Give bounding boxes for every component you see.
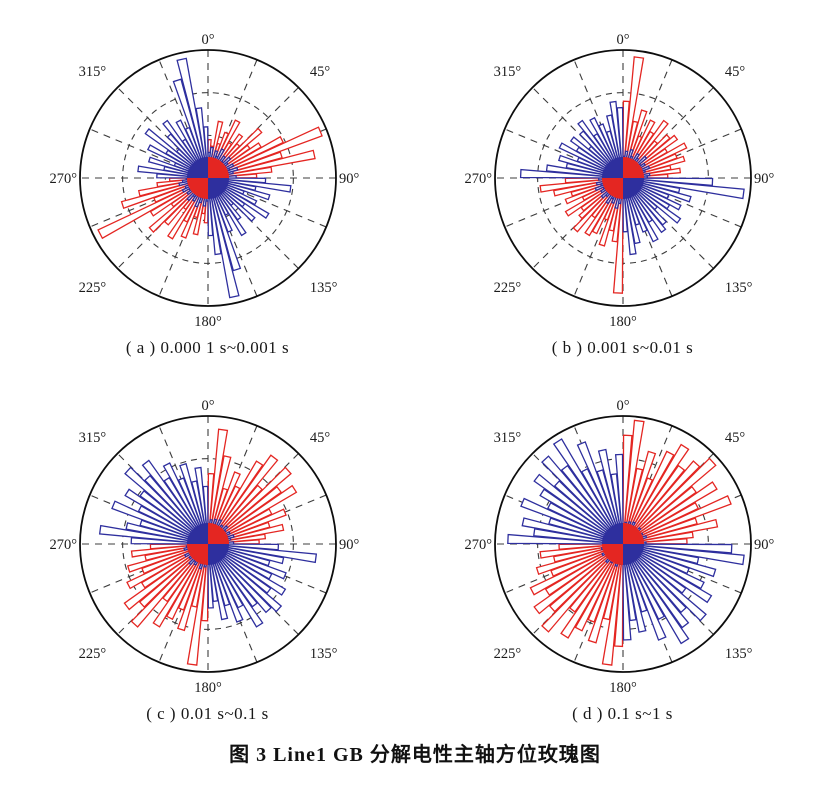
angle-label-180deg: 180° (609, 314, 637, 330)
subplot-b-caption: ( b ) 0.001 s~0.01 s (551, 338, 694, 357)
outer-circle-axis (78, 49, 337, 307)
center-density-blobs (186, 156, 229, 200)
center-blob (186, 522, 208, 544)
center-blob (186, 178, 208, 200)
center-blob (622, 522, 644, 544)
angle-label-90deg: 90° (754, 171, 775, 187)
angle-label-315deg: 315° (493, 430, 521, 446)
angle-label-270deg: 270° (464, 171, 492, 187)
perpendicular-axis-blue-bar (621, 543, 632, 641)
angle-label-90deg: 90° (339, 171, 360, 187)
angle-label-0deg: 0° (616, 398, 629, 414)
subplot-c: 0° 45° 90° 135° 180° 225° 270° 315° ( c ) 0.01 … (0, 366, 415, 732)
subplot-d: 0° 45° 90° 135° 180° 225° 270° 315° ( d ) 0.1 s… (415, 366, 830, 732)
angle-label-0deg: 0° (201, 398, 214, 414)
angle-label-45deg: 45° (309, 430, 330, 446)
rose-chart-d: 0° 45° 90° 135° 180° 225° 270° 315° (464, 398, 774, 696)
angle-label-135deg: 135° (724, 280, 752, 296)
angle-label-45deg: 45° (309, 64, 330, 80)
angle-label-135deg: 135° (309, 646, 337, 662)
rose-chart-c: 0° 45° 90° 135° 180° 225° 270° 315° (49, 398, 359, 696)
center-blob (186, 156, 208, 178)
principal-axis-red-bars (529, 419, 732, 666)
angle-label-90deg: 90° (339, 537, 360, 553)
center-density-blobs (601, 522, 644, 566)
angle-label-135deg: 135° (309, 280, 337, 296)
subplot-b: 0° 45° 90° 135° 180° 225° 270° 315° ( b ) 0.001… (415, 0, 830, 366)
angle-label-135deg: 135° (724, 646, 752, 662)
angle-label-90deg: 90° (754, 537, 775, 553)
center-blob (207, 156, 229, 178)
outer-circle-axis (78, 415, 337, 673)
figure-title: 图 3 Line1 GB 分解电性主轴方位玫瑰图 (229, 744, 601, 766)
angle-label-225deg: 225° (78, 646, 106, 662)
angle-label-225deg: 225° (78, 280, 106, 296)
angle-label-315deg: 315° (78, 64, 106, 80)
center-blob (186, 544, 208, 566)
subplot-a-caption: ( a ) 0.000 1 s~0.001 s (125, 338, 290, 357)
center-blob (601, 156, 623, 178)
center-blob (207, 522, 229, 544)
outer-circle-axis (493, 415, 752, 673)
angle-label-180deg: 180° (609, 680, 637, 696)
subplot-d-caption: ( d ) 0.1 s~1 s (572, 704, 673, 723)
center-density-blobs (601, 156, 644, 200)
angle-label-0deg: 0° (201, 32, 214, 48)
angle-label-270deg: 270° (49, 537, 77, 553)
angle-label-45deg: 45° (724, 64, 745, 80)
outer-circle-axis (493, 49, 752, 307)
angle-label-270deg: 270° (49, 171, 77, 187)
angle-label-0deg: 0° (616, 32, 629, 48)
center-blob (622, 544, 644, 566)
center-blob (601, 544, 623, 566)
angle-label-180deg: 180° (194, 680, 222, 696)
angle-label-225deg: 225° (493, 280, 521, 296)
perpendicular-axis-blue-bar (614, 453, 624, 545)
angle-labels: 0° 45° 90° 135° 180° 225° 270° 315° (49, 398, 359, 696)
angle-label-180deg: 180° (194, 314, 222, 330)
angle-label-270deg: 270° (464, 537, 492, 553)
rose-chart-b: 0° 45° 90° 135° 180° 225° 270° 315° (464, 32, 774, 330)
rose-chart-a: 0° 45° 90° 135° 180° 225° 270° 315° (49, 32, 359, 330)
center-blob (207, 544, 229, 566)
center-blob (601, 522, 623, 544)
center-blob (622, 156, 644, 178)
angle-labels: 0° 45° 90° 135° 180° 225° 270° 315° (464, 398, 774, 696)
center-blob (601, 178, 623, 200)
rose-diagram-grid: 0° 45° 90° 135° 180° 225° 270° 315° ( a ) 0.000… (0, 0, 830, 732)
center-density-blobs (186, 522, 229, 566)
center-blob (207, 178, 229, 200)
principal-axis-red-bar (96, 177, 208, 240)
center-blob (622, 178, 644, 200)
subplot-c-caption: ( c ) 0.01 s~0.1 s (146, 704, 269, 723)
angle-labels: 0° 45° 90° 135° 180° 225° 270° 315° (464, 32, 774, 330)
angle-label-45deg: 45° (724, 430, 745, 446)
subplot-a: 0° 45° 90° 135° 180° 225° 270° 315° ( a ) 0.000… (0, 0, 415, 366)
polar-grid (78, 49, 337, 307)
angle-label-315deg: 315° (493, 64, 521, 80)
angle-label-315deg: 315° (78, 430, 106, 446)
angle-label-225deg: 225° (493, 646, 521, 662)
angle-labels: 0° 45° 90° 135° 180° 225° 270° 315° (49, 32, 359, 330)
